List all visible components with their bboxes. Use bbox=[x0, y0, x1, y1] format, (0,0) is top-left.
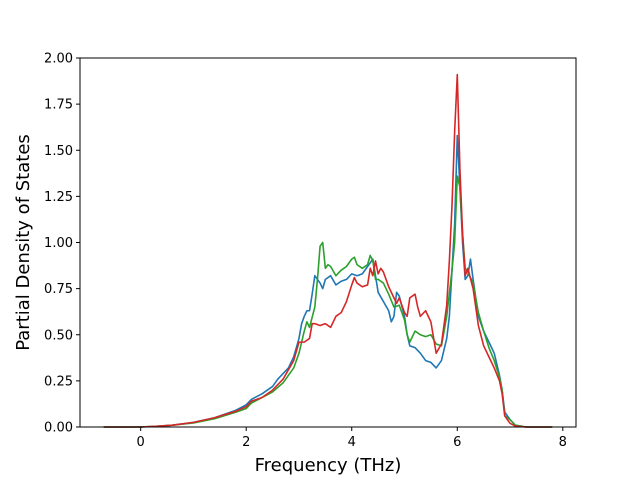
series-line-3 bbox=[103, 73, 553, 428]
y-tick-label: 0.25 bbox=[44, 374, 73, 389]
x-tick-label: 2 bbox=[242, 435, 250, 450]
x-tick-label: 8 bbox=[559, 435, 567, 450]
series-layer bbox=[103, 73, 553, 428]
series-line-1 bbox=[103, 134, 553, 428]
x-tick-label: 0 bbox=[137, 435, 145, 450]
plot-area-frame bbox=[79, 57, 577, 428]
series-line-2 bbox=[103, 175, 553, 428]
y-axis-label: Partial Density of States bbox=[13, 134, 34, 351]
y-tick-label: 1.00 bbox=[44, 236, 73, 251]
x-tick-label: 4 bbox=[348, 435, 356, 450]
y-tick-label: 0.50 bbox=[44, 328, 73, 343]
ticks-layer: 0 2 4 6 8 0.00 0.25 0.50 0.75 1.00 1.25 1.50 1.75 2.0… bbox=[44, 52, 567, 451]
y-tick-label: 0.00 bbox=[44, 421, 73, 436]
y-tick-label: 0.75 bbox=[44, 282, 73, 297]
y-tick-label: 1.75 bbox=[44, 98, 73, 113]
x-tick-label: 6 bbox=[453, 435, 461, 450]
x-axis-label: Frequency (THz) bbox=[255, 455, 402, 476]
y-tick-label: 1.25 bbox=[44, 190, 73, 205]
y-tick-label: 2.00 bbox=[44, 52, 73, 67]
y-tick-label: 1.50 bbox=[44, 144, 73, 159]
